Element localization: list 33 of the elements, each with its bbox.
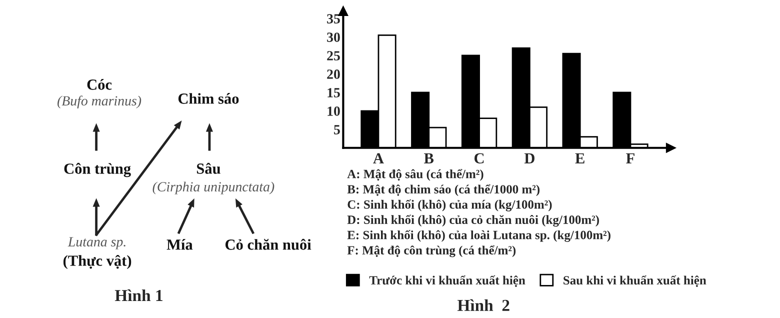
text: Hình 1 [114, 289, 162, 302]
y-tick-label: 20 [327, 70, 340, 79]
text: (Cirphia unipunctata) [152, 182, 274, 194]
text: (Bufo marinus) [58, 96, 142, 108]
text: E: Sinh khối (khô) của loài Lutana sp. (kg/100m²) [347, 230, 610, 242]
text: Cỏ chăn nuôi [225, 238, 312, 250]
x-tick-label: B [424, 153, 434, 164]
y-tick-label: 10 [328, 106, 340, 116]
text: Mía [166, 239, 193, 250]
x-tick-label: E [575, 153, 584, 164]
text: Cóc [87, 79, 112, 90]
text: D: Sinh khối (khô) của cỏ chăn nuôi (kg/100m²) [347, 214, 599, 227]
y-tick-label: 35 [327, 14, 340, 24]
text: Côn trùng [64, 162, 131, 178]
y-tick-label: 30 [327, 32, 340, 42]
y-tick-label: 15 [328, 88, 340, 98]
text: A: Mật độ sâu (cá thể/m²) [347, 169, 484, 181]
x-tick-label: A [373, 153, 384, 164]
text: (Thực vật) [63, 254, 132, 270]
text: Chim sáo [178, 93, 239, 104]
x-tick-label: C [474, 153, 484, 164]
legend-label: Trước khi vi khuẩn xuất hiện [369, 275, 526, 287]
text: Hình 2 [457, 299, 510, 311]
text: Sâu [196, 162, 220, 174]
text: C: Sinh khối (khô) của mía (kg/100m²) [348, 200, 552, 212]
text: Lutana sp. [68, 237, 126, 250]
x-tick-label: D [524, 153, 534, 164]
y-tick-label: 25 [327, 51, 340, 60]
y-tick-label: 5 [334, 125, 340, 134]
text: B: Mật độ chim sáo (cá thể/1000 m²) [347, 184, 540, 196]
x-tick-label: F [626, 153, 634, 164]
legend-label: Sau khi vi khuẩn xuất hiện [564, 275, 706, 287]
text: F: Mật độ côn trùng (cá thể/m²) [347, 245, 516, 258]
